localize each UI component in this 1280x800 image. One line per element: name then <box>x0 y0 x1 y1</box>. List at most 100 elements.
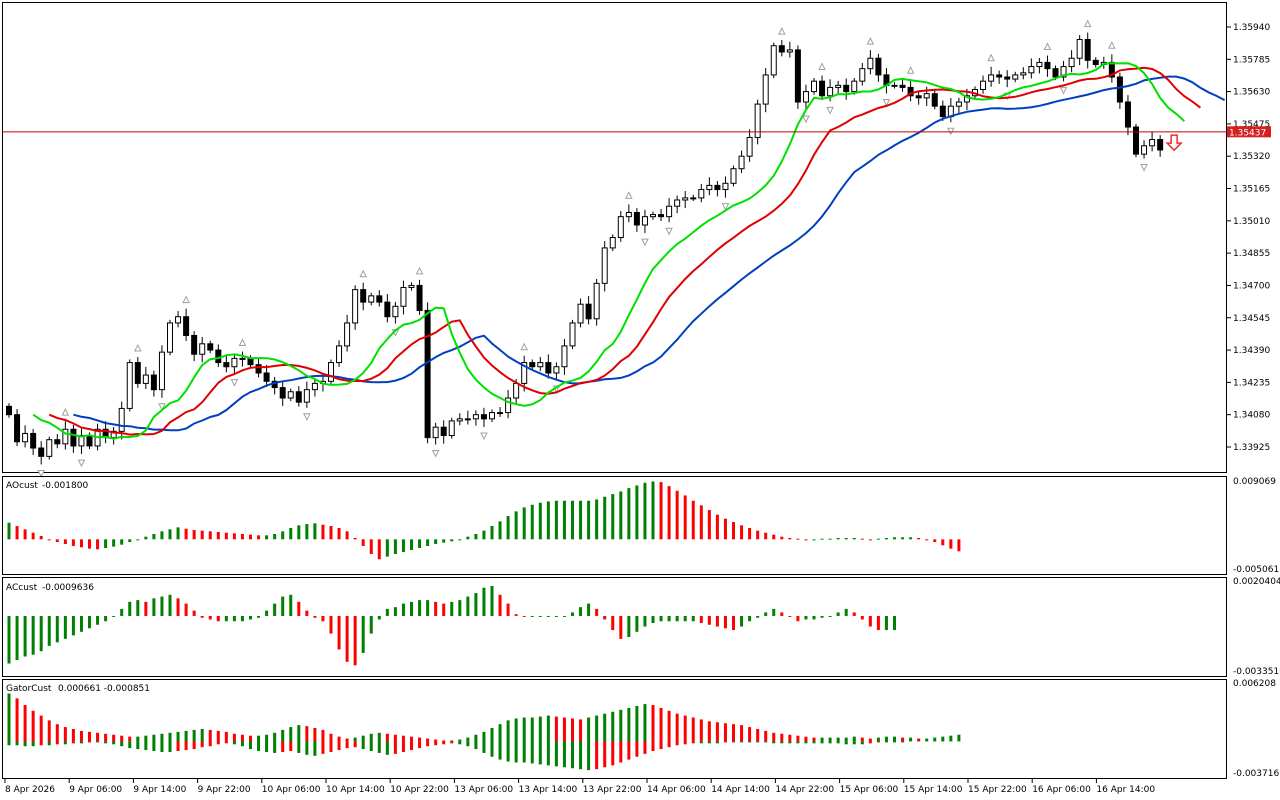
gator-lower-bar <box>321 741 325 754</box>
sell-arrow-shape <box>1165 134 1183 152</box>
ao-bar <box>595 499 599 540</box>
ac-bar <box>410 601 413 616</box>
ao-bar <box>23 529 27 540</box>
fractal-down-icon <box>1059 86 1068 95</box>
candle-bull <box>625 211 632 218</box>
gator-upper-bar <box>571 718 574 742</box>
ac-bar <box>643 615 647 627</box>
gator-lower-bar <box>514 741 518 763</box>
gator-upper-bar <box>619 709 623 742</box>
candle-bear <box>1133 126 1139 155</box>
candle-bull <box>601 247 608 284</box>
fractal-down-icon <box>230 379 239 387</box>
ac-bar <box>715 615 719 627</box>
gator-lower-bar <box>643 741 647 754</box>
fractal-down-icon <box>802 115 810 124</box>
ac-pane[interactable]: ACcust -0.0009636 0.0020404 -0.0033516 <box>2 577 1280 677</box>
ac-scale-bottom: -0.0033516 <box>1233 667 1280 677</box>
ac-bar <box>538 615 542 617</box>
candle-bear <box>150 374 157 391</box>
gator-upper-bar <box>796 735 800 742</box>
candle-bear <box>54 439 61 445</box>
ac-bar <box>104 615 108 622</box>
current-price-box <box>1227 126 1271 138</box>
candle-bull <box>513 382 520 399</box>
gator-lower-bar <box>538 741 542 765</box>
ao-bar <box>257 535 261 540</box>
gator-value: 0.000661 -0.000851 <box>58 684 150 694</box>
price-tick-label: 1.35630 <box>1233 88 1270 98</box>
gator-upper-bar <box>345 738 349 742</box>
gator-upper-bar <box>579 719 583 742</box>
ao-bar <box>683 495 687 540</box>
candle-bull <box>746 136 753 157</box>
ao-bar <box>619 491 623 540</box>
fractal-down-icon <box>826 106 834 115</box>
ao-bar <box>901 537 905 540</box>
gator-lower-bar <box>812 741 816 744</box>
price-pane[interactable]: 1.35940 1.35785 1.35630 1.35475 1.35320 1.351… <box>2 2 1272 478</box>
gator-upper-bar <box>240 734 244 742</box>
gator-lower-bar <box>305 741 309 755</box>
gator-lower-bar <box>281 741 285 752</box>
gator-lower-bar <box>442 741 446 745</box>
gator-upper-bar <box>265 734 269 742</box>
gator-lower-bar <box>740 741 744 743</box>
gator-lower-bar <box>55 741 59 745</box>
gator-lower-bar <box>659 741 663 750</box>
fractal-up-icon <box>61 408 70 416</box>
gator-upper-bar <box>748 727 752 742</box>
gator-upper-bar <box>160 733 164 742</box>
ac-scale-top: 0.0020404 <box>1233 577 1280 587</box>
gator-lower-bar <box>208 741 212 747</box>
candle-bull <box>142 374 149 384</box>
candle-bull <box>1020 72 1027 76</box>
gator-pane[interactable]: GatorCust 0.000661 -0.000851 0.006208 -0… <box>2 679 1280 779</box>
gator-lower-bar <box>571 741 574 769</box>
ao-bar <box>273 534 277 540</box>
fractal-up-icon <box>182 295 190 304</box>
gator-lower-bar <box>96 741 100 743</box>
ac-bar <box>329 615 333 634</box>
candle-bull <box>561 345 568 368</box>
gator-upper-bar <box>715 722 719 742</box>
gator-lower-bar <box>772 741 776 744</box>
candle-bear <box>1004 76 1011 80</box>
fractal-up-icon <box>987 53 995 62</box>
candle-bull <box>400 287 407 307</box>
ao-bar <box>893 537 896 540</box>
ac-bar <box>482 587 486 616</box>
gator-lower-bar <box>780 741 784 744</box>
ao-pane[interactable]: AOcust -0.001800 0.009069 -0.005061 <box>2 476 1280 576</box>
ao-scale-bottom: -0.005061 <box>1233 565 1279 575</box>
gator-lower-bar <box>587 741 591 771</box>
ao-bar <box>249 534 252 540</box>
candle-bear <box>915 95 922 99</box>
fractals-group <box>37 19 1148 478</box>
price-tick-label: 1.35010 <box>1233 217 1270 227</box>
fractal-down-icon <box>158 403 166 411</box>
gator-lower-bar <box>15 741 19 746</box>
gator-lower-bar <box>490 741 494 757</box>
ac-bar <box>732 615 735 631</box>
current-price-label: 1.35437 <box>1229 128 1266 138</box>
candle-bear <box>1052 68 1059 78</box>
candle-bear <box>996 74 1003 78</box>
ac-value: -0.0009636 <box>42 583 94 593</box>
ac-bar <box>796 615 800 622</box>
gator-upper-bar <box>273 732 277 742</box>
gator-upper-bar <box>208 729 212 742</box>
time-tick-label: 13 Apr 06:00 <box>454 785 513 795</box>
fractal-down-icon <box>947 127 955 136</box>
gator-lower-bar <box>788 741 792 744</box>
candle-bull <box>730 168 737 184</box>
ac-bar <box>385 608 389 616</box>
time-tick-label: 9 Apr 14:00 <box>133 785 186 795</box>
gator-lower-bar <box>506 741 510 762</box>
ac-bar <box>699 615 703 623</box>
ac-bar <box>144 601 148 616</box>
ao-bar <box>820 538 824 540</box>
gator-lower-bar <box>192 741 196 750</box>
ao-bar <box>571 500 574 540</box>
